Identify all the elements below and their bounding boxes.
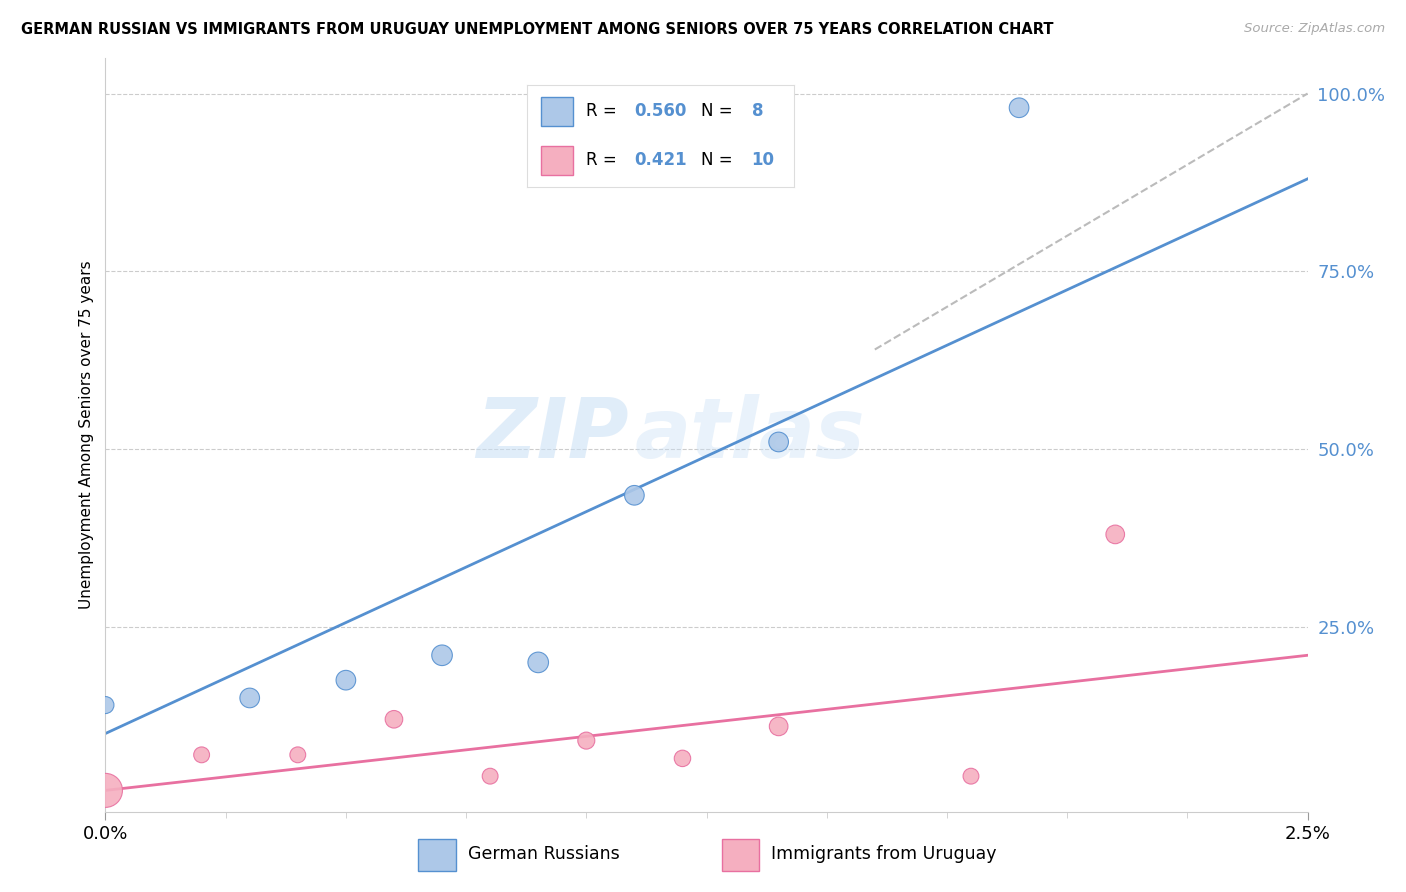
Text: 10: 10 <box>752 151 775 169</box>
FancyBboxPatch shape <box>419 839 456 871</box>
Text: Immigrants from Uruguay: Immigrants from Uruguay <box>770 845 997 863</box>
Text: atlas: atlas <box>634 394 865 475</box>
Text: Source: ZipAtlas.com: Source: ZipAtlas.com <box>1244 22 1385 36</box>
Point <box>960 769 983 783</box>
Point <box>768 719 790 733</box>
Text: N =: N = <box>700 102 738 120</box>
Text: R =: R = <box>586 102 621 120</box>
Point <box>768 434 790 449</box>
Point <box>1104 527 1126 541</box>
Text: 8: 8 <box>752 102 763 120</box>
Text: GERMAN RUSSIAN VS IMMIGRANTS FROM URUGUAY UNEMPLOYMENT AMONG SENIORS OVER 75 YEA: GERMAN RUSSIAN VS IMMIGRANTS FROM URUGUA… <box>21 22 1053 37</box>
Point <box>382 712 405 726</box>
Point <box>430 648 453 663</box>
Text: N =: N = <box>700 151 738 169</box>
Point <box>623 488 645 502</box>
Point <box>1008 101 1031 115</box>
Point <box>527 656 550 670</box>
FancyBboxPatch shape <box>721 839 759 871</box>
Text: ZIP: ZIP <box>475 394 628 475</box>
Point <box>94 783 117 797</box>
Point <box>335 673 357 688</box>
Point <box>671 751 693 765</box>
Text: 0.421: 0.421 <box>634 151 686 169</box>
Point <box>94 698 117 712</box>
FancyBboxPatch shape <box>540 97 572 126</box>
Point <box>239 690 262 705</box>
FancyBboxPatch shape <box>540 146 572 175</box>
Point <box>190 747 212 762</box>
Point <box>287 747 309 762</box>
Text: 0.560: 0.560 <box>634 102 686 120</box>
Text: German Russians: German Russians <box>468 845 620 863</box>
Y-axis label: Unemployment Among Seniors over 75 years: Unemployment Among Seniors over 75 years <box>79 260 94 609</box>
Point <box>479 769 502 783</box>
Text: R =: R = <box>586 151 621 169</box>
Point <box>575 733 598 747</box>
